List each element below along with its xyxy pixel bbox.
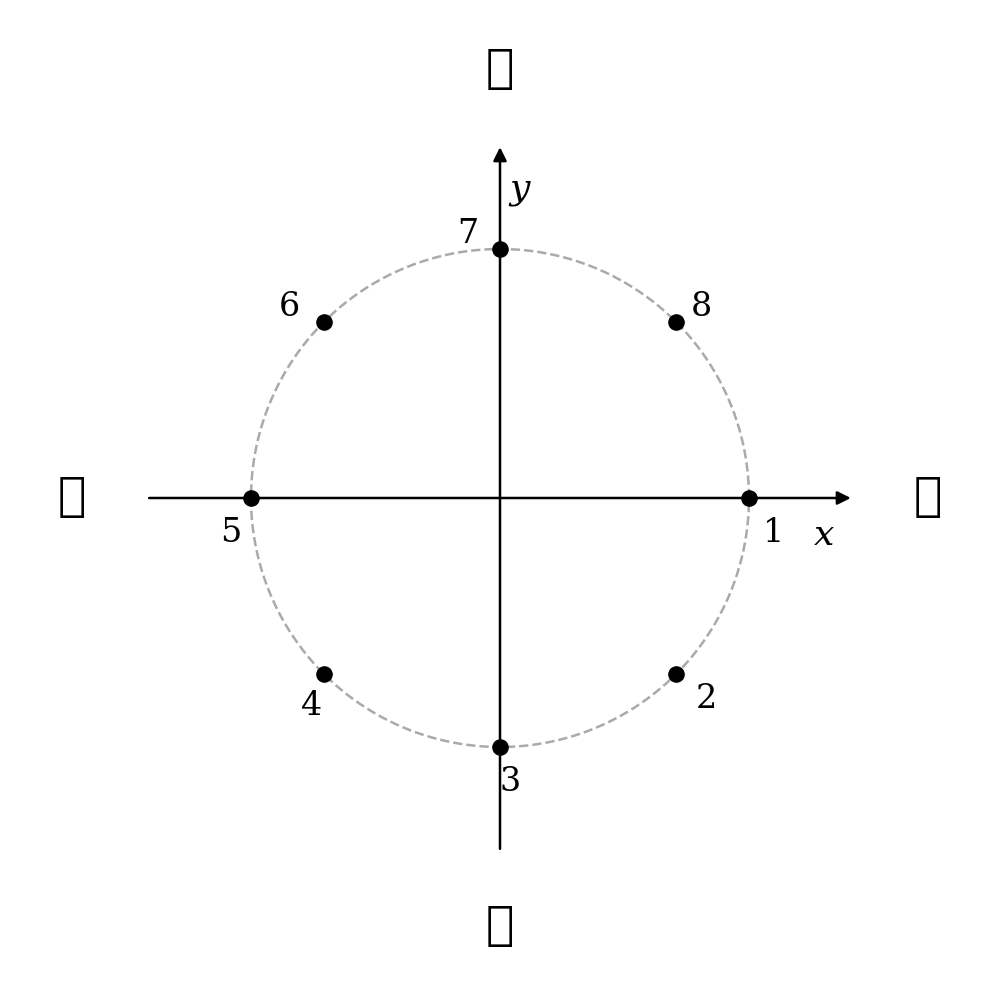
Text: 6: 6 <box>278 291 300 323</box>
Point <box>316 666 332 682</box>
Text: x: x <box>814 518 834 553</box>
Text: 2: 2 <box>695 683 717 715</box>
Text: 7: 7 <box>457 218 478 250</box>
Text: y: y <box>510 172 530 206</box>
Point <box>243 490 259 506</box>
Text: 东: 东 <box>914 475 942 521</box>
Point <box>492 739 508 755</box>
Point <box>492 241 508 257</box>
Text: 5: 5 <box>220 517 242 549</box>
Point <box>668 314 684 330</box>
Text: 3: 3 <box>499 766 521 798</box>
Text: 4: 4 <box>301 690 322 722</box>
Text: 西: 西 <box>58 475 86 521</box>
Text: 8: 8 <box>690 291 712 323</box>
Text: 北: 北 <box>486 47 514 93</box>
Text: 南: 南 <box>486 903 514 949</box>
Point <box>668 666 684 682</box>
Point <box>316 314 332 330</box>
Text: 1: 1 <box>763 517 785 549</box>
Point <box>741 490 757 506</box>
